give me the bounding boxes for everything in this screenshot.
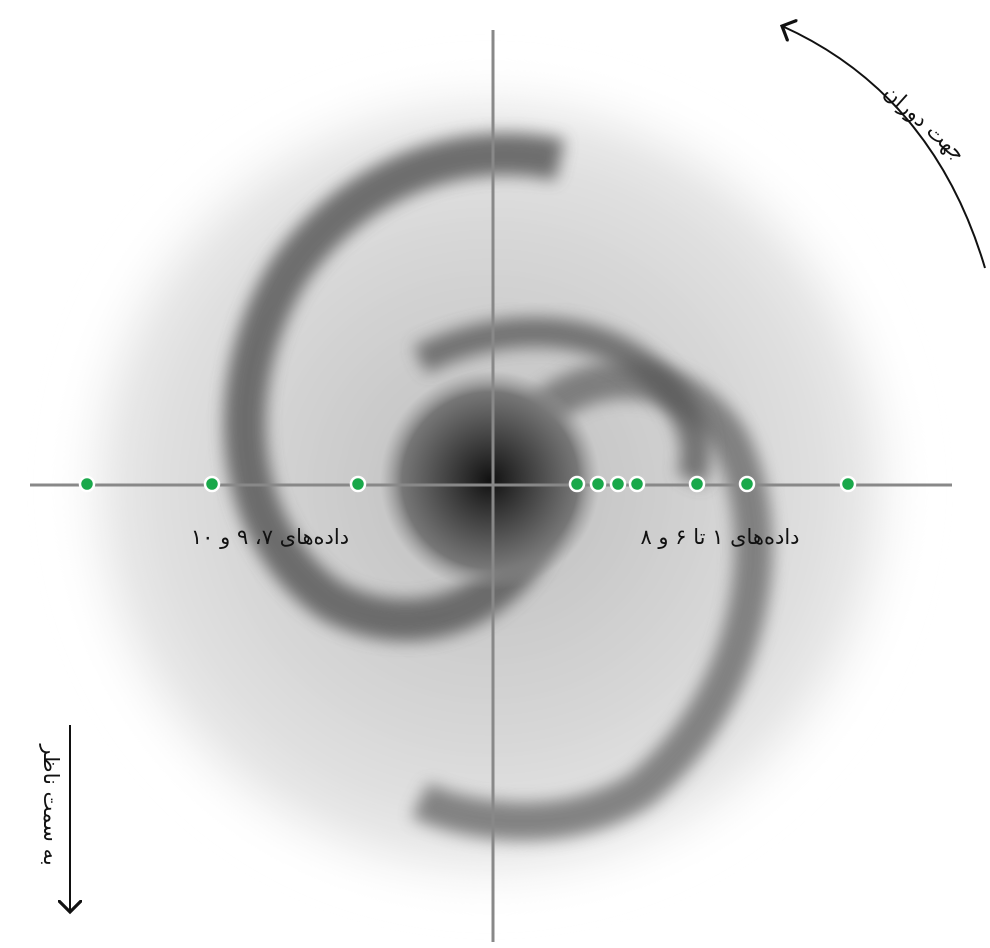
point	[740, 477, 754, 491]
right-points-label: داده‌های ۱ تا ۶ و ۸	[640, 525, 799, 549]
rotation-label: جهت دوران	[879, 80, 970, 165]
observer-label: به سمت ناظر	[39, 743, 63, 865]
diagram: جهت دوران داده‌های ۷، ۹ و ۱۰ داده‌های ۱ …	[0, 0, 990, 948]
galaxy-image	[70, 77, 910, 897]
point	[570, 477, 584, 491]
point	[690, 477, 704, 491]
point	[611, 477, 625, 491]
point	[630, 477, 644, 491]
point	[80, 477, 94, 491]
left-points-label: داده‌های ۷، ۹ و ۱۰	[191, 525, 349, 549]
point	[351, 477, 365, 491]
point	[205, 477, 219, 491]
point	[591, 477, 605, 491]
point	[841, 477, 855, 491]
